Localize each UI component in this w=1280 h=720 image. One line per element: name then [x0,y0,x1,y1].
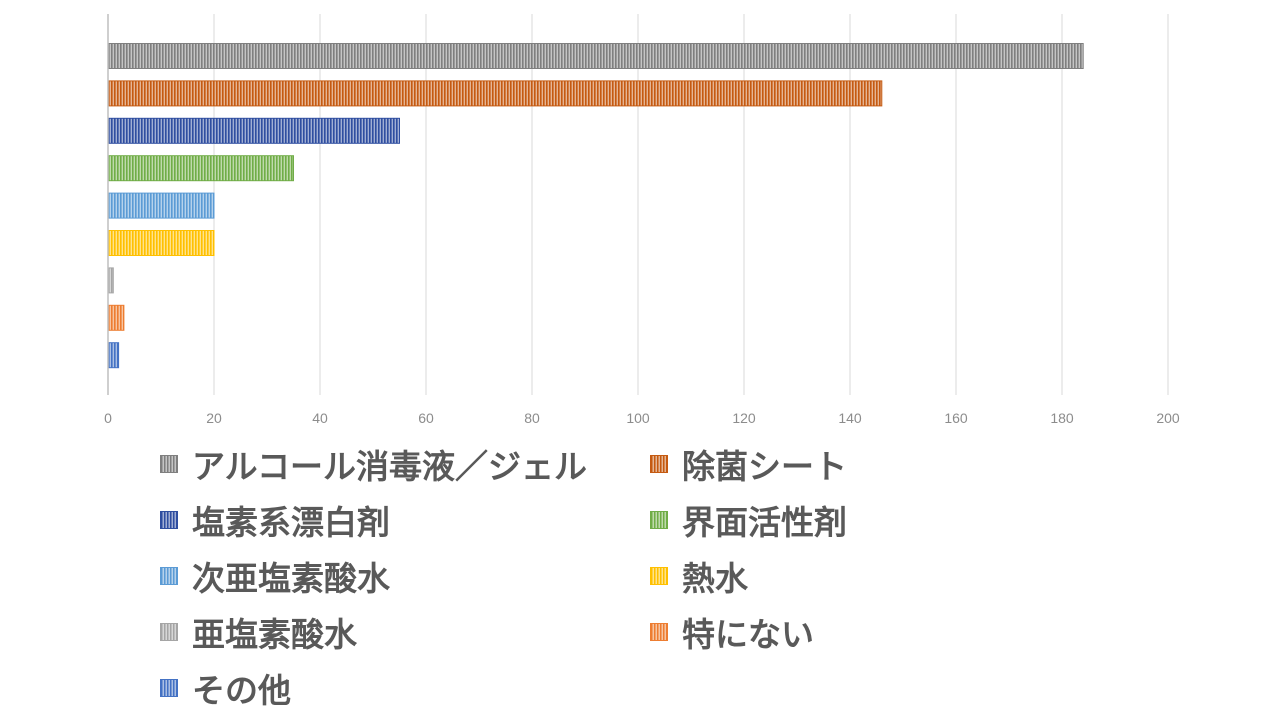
legend-label: その他 [192,671,291,710]
legend-label: 界面活性剤 [682,503,847,542]
x-axis-ticks: 0 20 40 60 80 100 120 140 160 180 200 [104,410,1180,426]
x-tick-label: 140 [838,410,862,426]
legend-item: アルコール消毒液／ジェル [160,436,650,492]
x-tick-label: 20 [206,410,222,426]
legend-label: 熱水 [682,559,748,598]
legend-item: 亜塩素酸水 [160,604,650,660]
x-tick-label: 60 [418,410,434,426]
legend-label: 次亜塩素酸水 [192,559,390,598]
gridlines [213,14,1169,395]
legend-label: 塩素系漂白剤 [192,503,390,542]
x-tick-label: 200 [1156,410,1180,426]
bar-4 [107,192,215,219]
bar-1 [107,80,883,107]
bar-5 [107,230,215,256]
legend-swatch [160,455,178,473]
legend-item: 塩素系漂白剤 [160,492,650,548]
legend-item: その他 [160,660,650,716]
legend-item: 特にない [650,604,920,660]
legend-item: 次亜塩素酸水 [160,548,650,604]
x-tick-label: 100 [626,410,650,426]
legend-swatch [650,623,668,641]
bar-3 [107,155,294,182]
legend-label: 除菌シート [682,447,847,486]
legend-swatch [650,511,668,529]
bar-8 [107,342,120,369]
bar-6 [107,267,114,294]
bar-2 [107,117,400,144]
legend-label: 亜塩素酸水 [192,615,357,654]
x-tick-label: 80 [524,410,540,426]
legend-swatch [160,567,178,585]
bar-7 [107,304,125,331]
legend-swatch [160,623,178,641]
bars [107,43,1084,369]
x-tick-label: 0 [104,410,112,426]
legend-swatch [650,567,668,585]
legend-item: 除菌シート [650,436,920,492]
legend-swatch [160,679,178,697]
legend-item: 熱水 [650,548,920,604]
x-tick-label: 180 [1050,410,1074,426]
legend: アルコール消毒液／ジェル 除菌シート塩素系漂白剤 界面活性剤次亜塩素酸水 熱水亜塩素酸… [160,436,920,716]
bar-0 [107,43,1084,69]
x-tick-label: 40 [312,410,328,426]
legend-label: アルコール消毒液／ジェル [192,447,588,486]
x-tick-label: 160 [944,410,968,426]
legend-swatch [650,455,668,473]
legend-label: 特にない [682,615,814,654]
legend-item: 界面活性剤 [650,492,920,548]
legend-swatch [160,511,178,529]
x-tick-label: 120 [732,410,756,426]
